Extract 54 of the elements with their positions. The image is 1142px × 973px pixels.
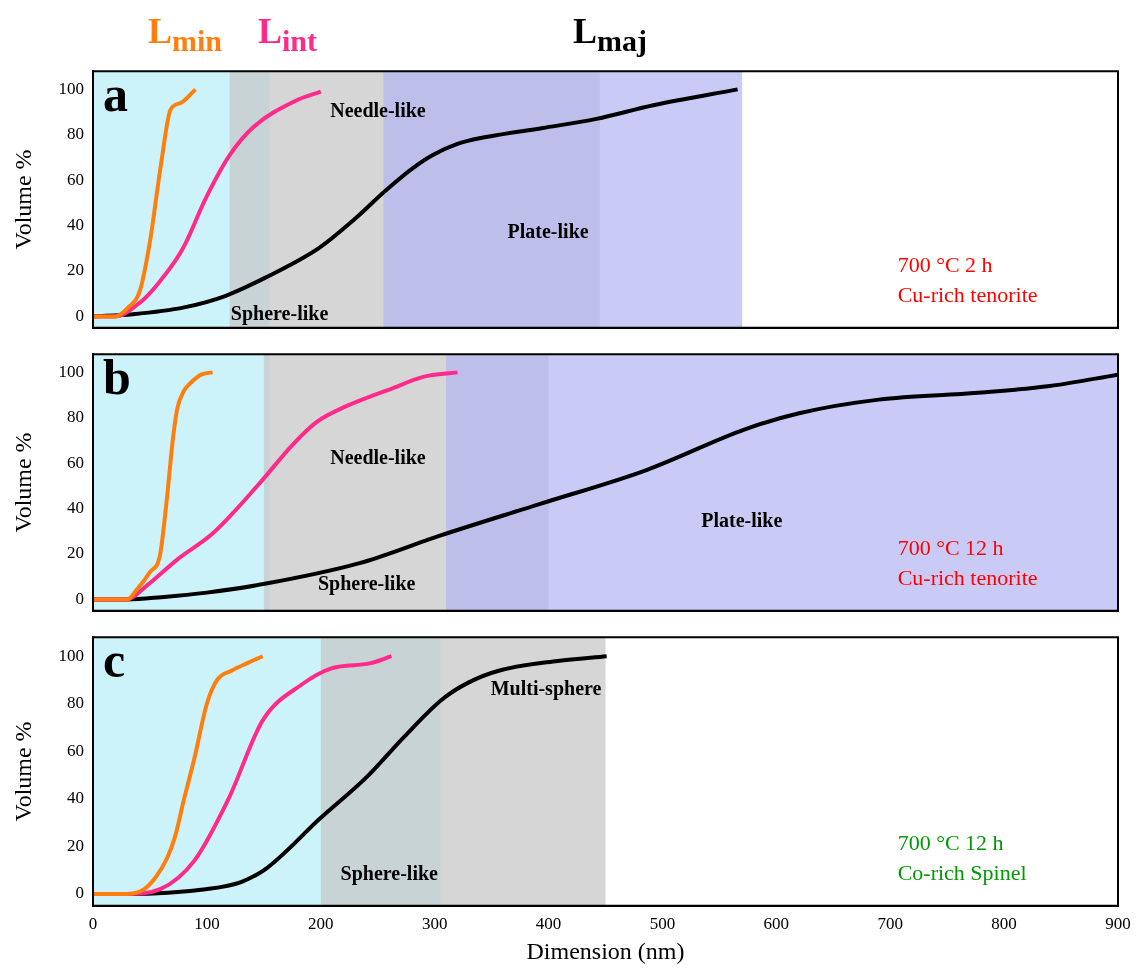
band-label: Plate-like — [507, 219, 589, 242]
y-tick-label: 60 — [67, 740, 84, 760]
y-tick-label: 80 — [67, 407, 84, 427]
y-tick-label: 100 — [58, 361, 84, 381]
line-series — [93, 87, 198, 319]
y-axis-title: Volume % — [9, 721, 36, 822]
series-label: L$_{int}$ — [258, 10, 318, 59]
y-axis-title: Volume % — [9, 149, 36, 250]
x-axis-title: Dimension (nm) — [526, 937, 685, 964]
y-tick-label: 60 — [67, 169, 84, 189]
band-label: Sphere-like — [317, 572, 416, 596]
x-tick-label: 900 — [1105, 914, 1131, 934]
series-label: L$_{min}$ — [148, 10, 223, 59]
annotation: 700 °C 2 h — [897, 251, 993, 277]
y-tick-label: 0 — [75, 305, 84, 325]
annotation: Co-rich Spinel — [897, 859, 1027, 885]
x-tick-label: 800 — [991, 914, 1017, 934]
x-tick-label: 500 — [649, 914, 676, 934]
y-tick-label: 20 — [67, 543, 84, 563]
y-tick-label: 20 — [67, 835, 84, 855]
y-tick-label: 80 — [67, 124, 84, 144]
line-series — [93, 654, 265, 896]
y-axis-title: Volume % — [9, 432, 36, 533]
y-tick-label: 0 — [75, 883, 84, 903]
x-tick-label: 200 — [308, 914, 334, 934]
annotation: 700 °C 12 h — [897, 829, 1004, 855]
y-tick-label: 100 — [58, 78, 84, 98]
annotation: 700 °C 12 h — [897, 534, 1004, 560]
y-tick-label: 100 — [58, 645, 84, 665]
annotation: Cu-rich tenorite — [897, 281, 1038, 307]
y-tick-label: 40 — [67, 498, 84, 518]
band-label: Sphere-like — [340, 862, 439, 886]
y-tick-label: 40 — [67, 215, 84, 235]
x-tick-label: 400 — [535, 914, 562, 934]
y-tick-label: 0 — [75, 588, 84, 608]
band-label: Needle-like — [330, 99, 426, 122]
y-tick-label: 20 — [67, 260, 84, 280]
chart-title: c — [103, 632, 126, 689]
band-label: Plate-like — [701, 509, 783, 532]
x-tick-label: 700 — [877, 914, 903, 934]
x-tick-label: 600 — [763, 914, 790, 934]
chart-title: b — [103, 349, 131, 406]
band-label: Sphere-like — [230, 302, 329, 326]
band-label: Needle-like — [330, 445, 426, 468]
x-tick-label: 100 — [194, 914, 220, 934]
band-label: Multi-sphere — [490, 676, 602, 700]
annotation: Cu-rich tenorite — [897, 564, 1038, 590]
y-tick-label: 80 — [67, 693, 84, 713]
x-tick-label: 0 — [88, 914, 98, 934]
y-tick-label: 40 — [67, 788, 84, 808]
x-tick-label: 300 — [421, 914, 448, 934]
series-label: L$_{maj}$ — [573, 10, 647, 59]
chart-title: a — [103, 66, 128, 123]
y-tick-label: 60 — [67, 452, 84, 472]
